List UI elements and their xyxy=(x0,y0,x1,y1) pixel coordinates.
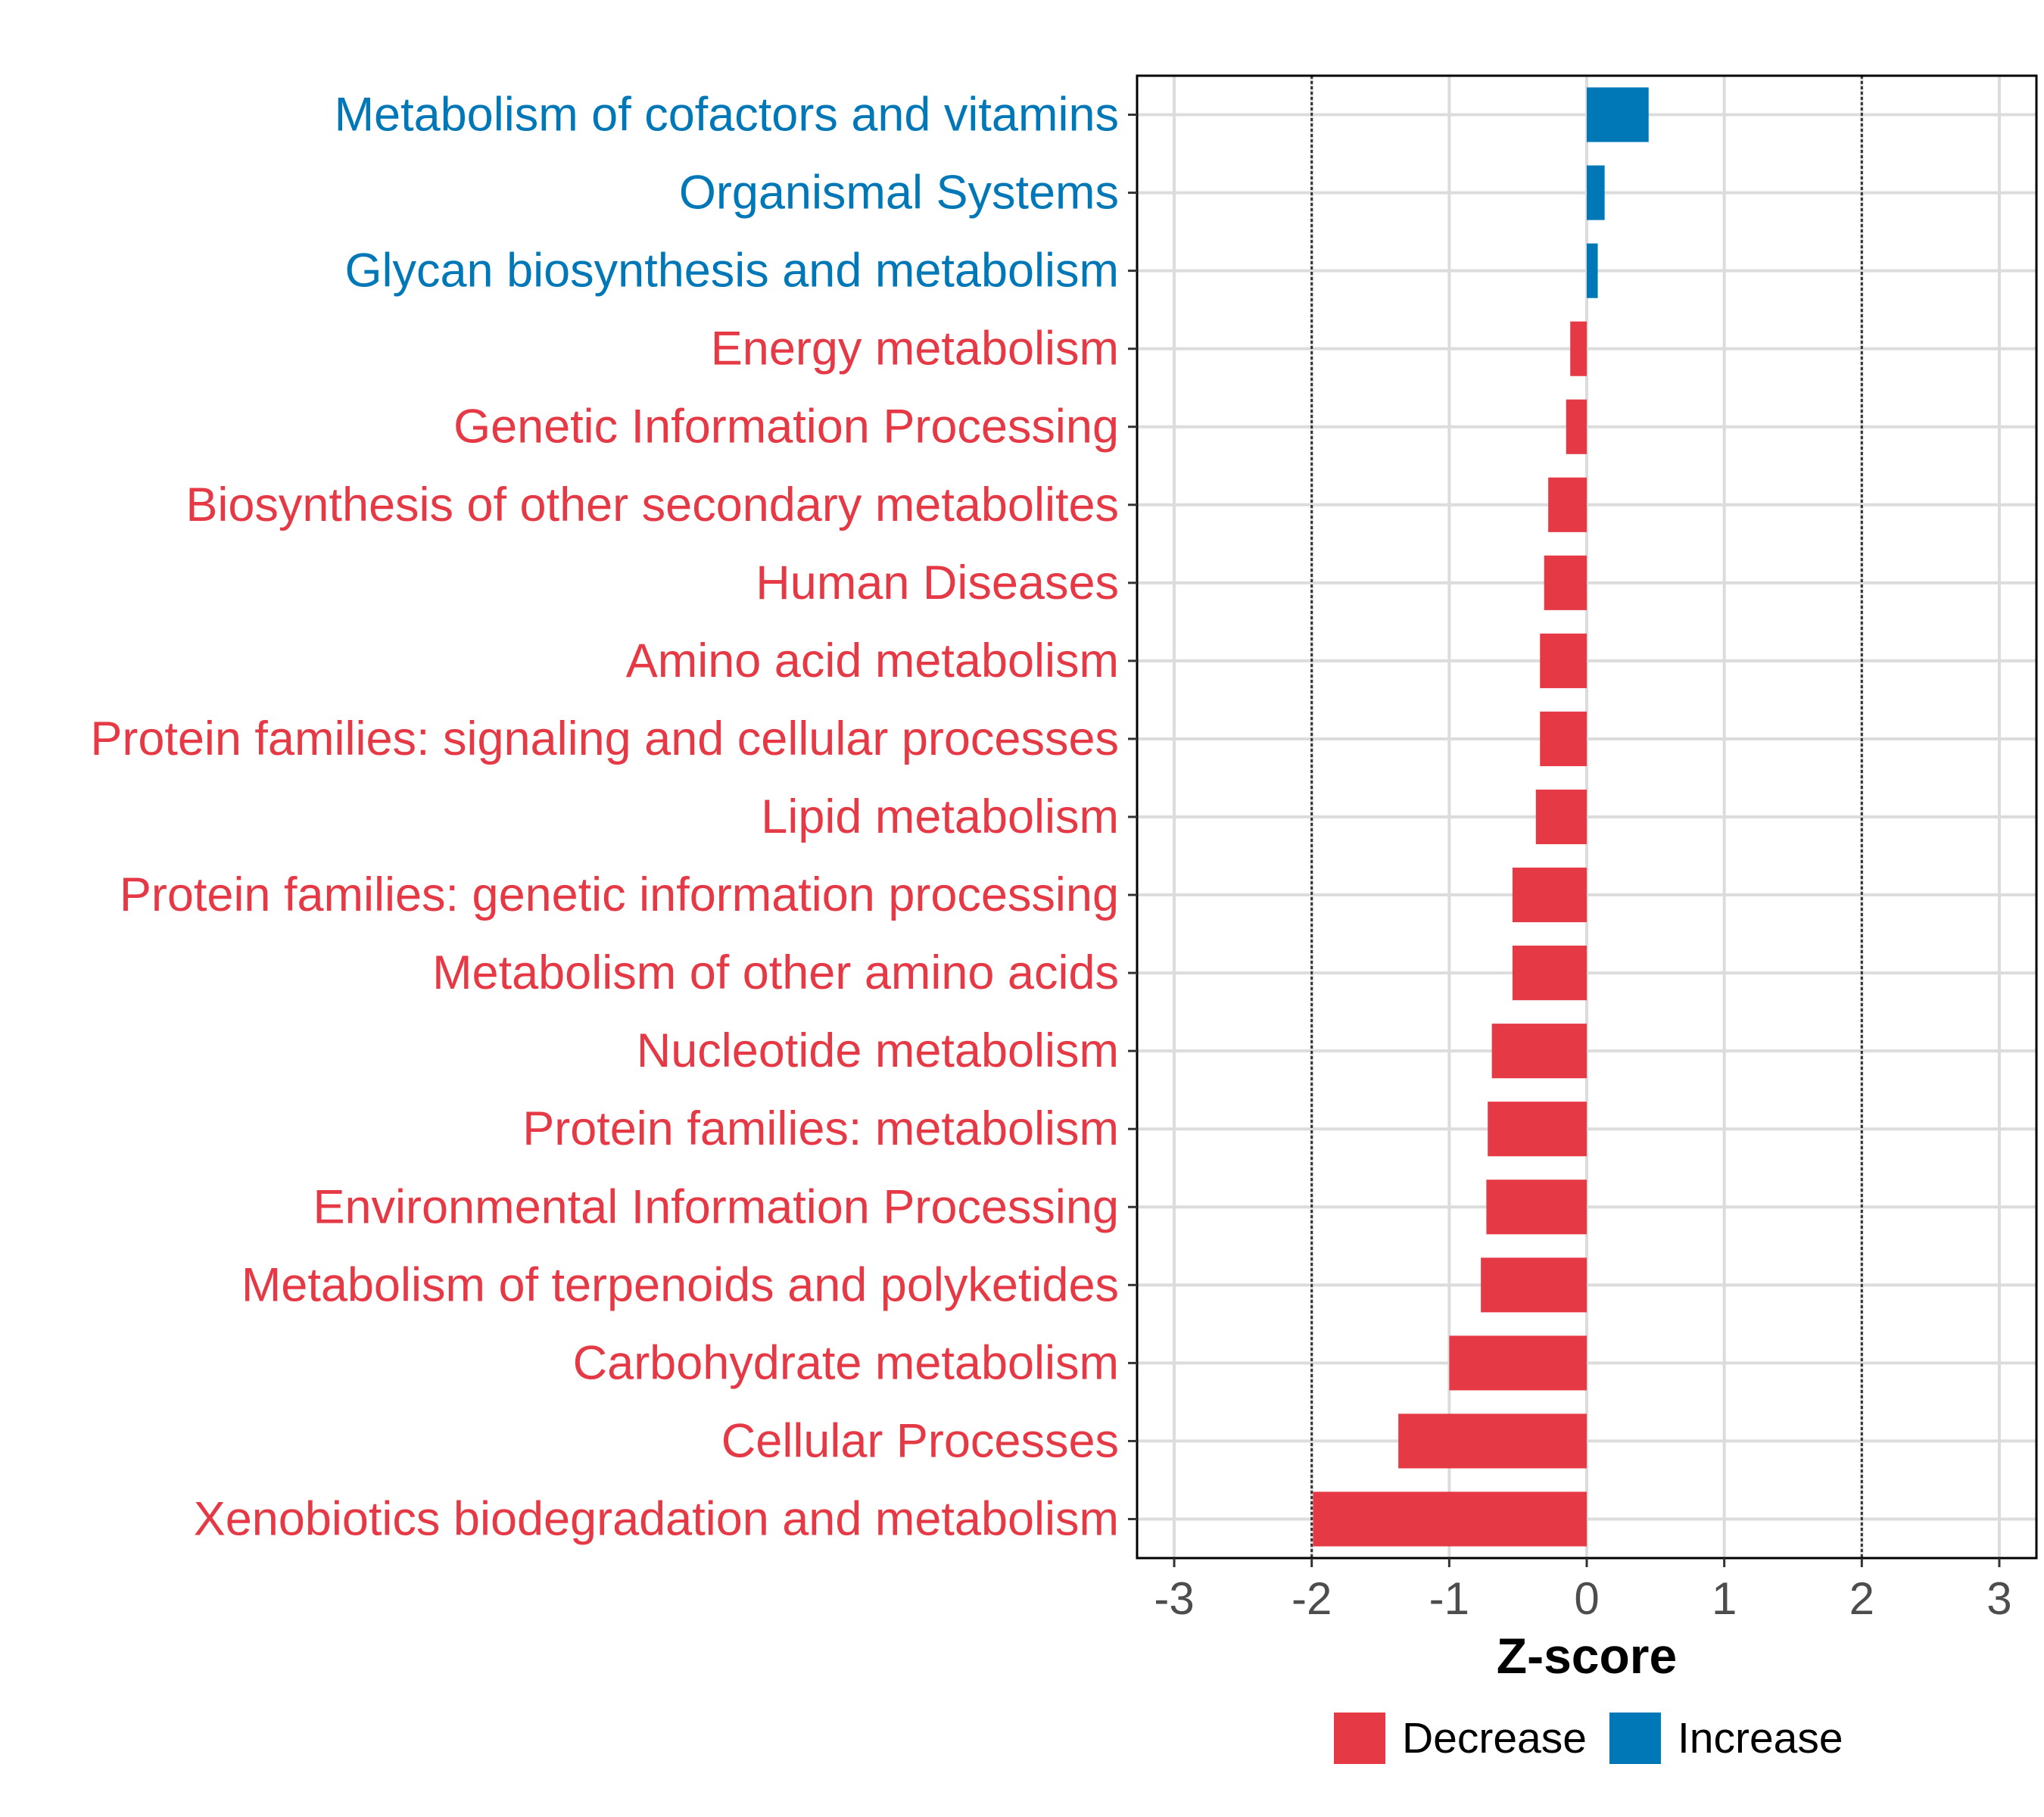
bar xyxy=(1398,1413,1587,1469)
category-label: Metabolism of cofactors and vitamins xyxy=(335,89,1119,142)
bar xyxy=(1535,789,1587,845)
category-label: Metabolism of terpenoids and polyketides xyxy=(241,1258,1119,1311)
category-labels: Metabolism of cofactors and vitamins Orga… xyxy=(90,89,1119,1546)
x-tick-label: 3 xyxy=(1986,1573,2011,1624)
category-label: Energy metabolism xyxy=(711,323,1119,376)
bar xyxy=(1512,867,1587,923)
x-tick-label: 1 xyxy=(1712,1573,1737,1624)
x-tick-label: -2 xyxy=(1292,1573,1332,1624)
category-label: Amino acid metabolism xyxy=(626,634,1119,687)
category-label: Glycan biosynthesis and metabolism xyxy=(345,245,1120,298)
category-label: Organismal Systems xyxy=(679,167,1119,220)
bar xyxy=(1491,1024,1587,1079)
legend: Decrease Increase xyxy=(1334,1713,1843,1764)
x-tick-labels: -3 -2 -1 0 1 2 3 xyxy=(1154,1573,2011,1624)
category-label: Metabolism of other amino acids xyxy=(432,946,1119,999)
category-label: Protein families: genetic information pr… xyxy=(120,868,1119,921)
bar xyxy=(1313,1491,1587,1547)
bar xyxy=(1449,1335,1587,1391)
bar xyxy=(1587,165,1605,220)
y-axis-ticks xyxy=(1128,114,1137,1520)
bar xyxy=(1540,711,1587,767)
bar xyxy=(1488,1102,1587,1157)
category-label: Lipid metabolism xyxy=(761,790,1119,843)
x-tick-label: -1 xyxy=(1429,1573,1469,1624)
bar xyxy=(1512,946,1587,1001)
bar xyxy=(1544,555,1587,610)
category-label: Protein families: metabolism xyxy=(522,1102,1119,1155)
category-label: Carbohydrate metabolism xyxy=(573,1336,1119,1389)
x-axis-ticks xyxy=(1173,1558,2001,1567)
x-axis-title: Z-score xyxy=(1497,1628,1677,1684)
category-label: Xenobiotics biodegradation and metabolis… xyxy=(194,1492,1119,1545)
legend-label: Decrease xyxy=(1402,1714,1587,1762)
legend-key xyxy=(1334,1713,1385,1764)
bar xyxy=(1587,87,1649,142)
bar xyxy=(1587,243,1598,298)
x-tick-label: -3 xyxy=(1154,1573,1194,1624)
bar xyxy=(1481,1258,1587,1313)
category-label: Cellular Processes xyxy=(721,1414,1119,1467)
category-label: Human Diseases xyxy=(756,556,1119,609)
bar xyxy=(1570,321,1587,376)
category-label: Nucleotide metabolism xyxy=(637,1024,1119,1077)
bar xyxy=(1548,477,1587,532)
legend-key xyxy=(1609,1713,1661,1764)
bar xyxy=(1540,633,1587,688)
x-tick-label: 2 xyxy=(1849,1573,1874,1624)
bar xyxy=(1486,1180,1587,1235)
reference-lines xyxy=(1310,76,1863,1558)
bars xyxy=(1313,87,1649,1547)
category-label: Biosynthesis of other secondary metaboli… xyxy=(185,478,1119,531)
x-tick-label: 0 xyxy=(1574,1573,1599,1624)
category-label: Genetic Information Processing xyxy=(453,400,1119,453)
category-label: Environmental Information Processing xyxy=(313,1180,1119,1233)
category-label: Protein families: signaling and cellular… xyxy=(90,712,1119,765)
bar xyxy=(1566,399,1587,454)
legend-label: Increase xyxy=(1678,1714,1843,1762)
